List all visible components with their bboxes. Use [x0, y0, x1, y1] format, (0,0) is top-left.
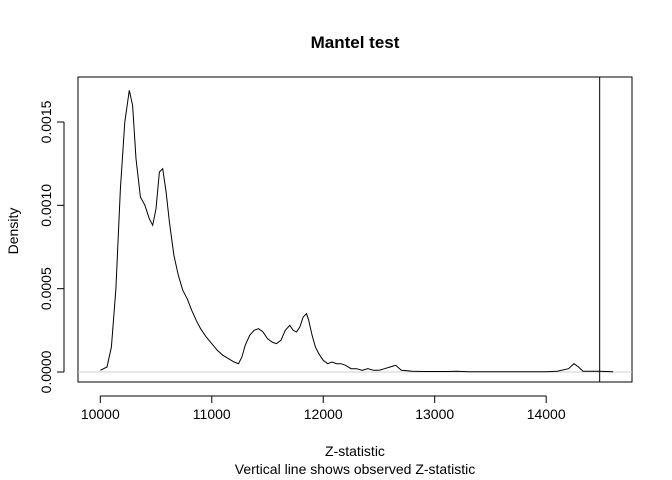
- density-curve: [100, 90, 614, 373]
- y-tick-label: 0.0005: [38, 267, 54, 310]
- y-tick-label: 0.0000: [38, 350, 54, 393]
- x-tick-label: 14000: [527, 406, 566, 422]
- y-tick-label: 0.0010: [38, 184, 54, 227]
- x-axis: 10000 11000 12000 13000 14000: [81, 395, 566, 422]
- x-tick-label: 12000: [304, 406, 343, 422]
- y-axis-label: Density: [5, 208, 21, 255]
- plot-frame: [77, 76, 633, 383]
- y-tick-label: 0.0015: [38, 100, 54, 143]
- x-axis-label: Z-statistic: [325, 443, 385, 459]
- x-tick-label: 11000: [193, 406, 231, 422]
- x-tick-label: 10000: [81, 406, 120, 422]
- chart-subtitle: Vertical line shows observed Z-statistic: [235, 461, 475, 477]
- x-tick-label: 13000: [415, 406, 454, 422]
- y-axis: 0.0000 0.0005 0.0010 0.0015: [38, 100, 65, 393]
- chart-title: Mantel test: [311, 33, 400, 52]
